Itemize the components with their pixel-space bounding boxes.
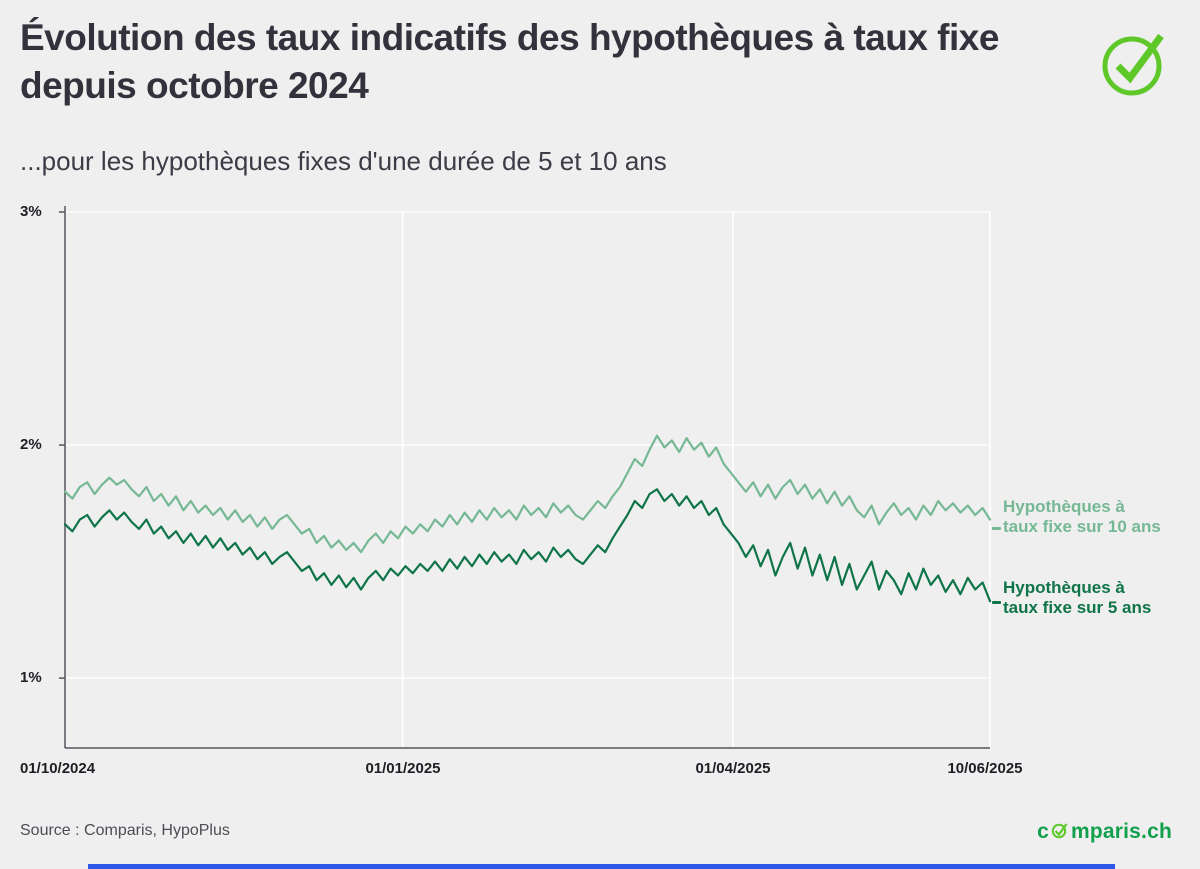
- y-axis-tick-label-3pct: 3%: [20, 203, 42, 220]
- series-tick-10y: [992, 527, 1001, 530]
- x-axis-tick-label-jun2025: 10/06/2025: [947, 760, 1023, 777]
- logo-check-icon: [1051, 821, 1069, 845]
- series-label-5y: Hypothèques à taux fixe sur 5 ans: [1003, 578, 1152, 617]
- source-note: Source : Comparis, HypoPlus: [20, 822, 230, 839]
- check-circle-icon: [1098, 24, 1174, 100]
- page-subtitle: ...pour les hypothèques fixes d'une duré…: [20, 146, 667, 176]
- x-axis-tick-label-jan2025: 01/01/2025: [365, 760, 441, 777]
- rates-line-chart: [59, 206, 992, 749]
- x-axis-tick-label-apr2025: 01/04/2025: [695, 760, 771, 777]
- logo-text-suffix: mparis.ch: [1070, 820, 1172, 843]
- page-title: Évolution des taux indicatifs des hypoth…: [20, 17, 999, 107]
- y-axis-tick-label-2pct: 2%: [20, 436, 42, 453]
- check-circle-icon-svg: [1102, 33, 1164, 96]
- series-label-10y: Hypothèques à taux fixe sur 10 ans: [1003, 497, 1161, 536]
- bottom-accent-bar: [88, 864, 1115, 869]
- y-axis-tick-label-1pct: 1%: [20, 669, 42, 686]
- logo-text-prefix: c: [1037, 820, 1049, 843]
- x-axis-tick-label-oct2024: 01/10/2024: [20, 760, 96, 777]
- comparis-logo: c mparis.ch: [1037, 819, 1172, 845]
- series-tick-5y: [992, 601, 1001, 604]
- logo-check-icon-svg: [1051, 823, 1068, 839]
